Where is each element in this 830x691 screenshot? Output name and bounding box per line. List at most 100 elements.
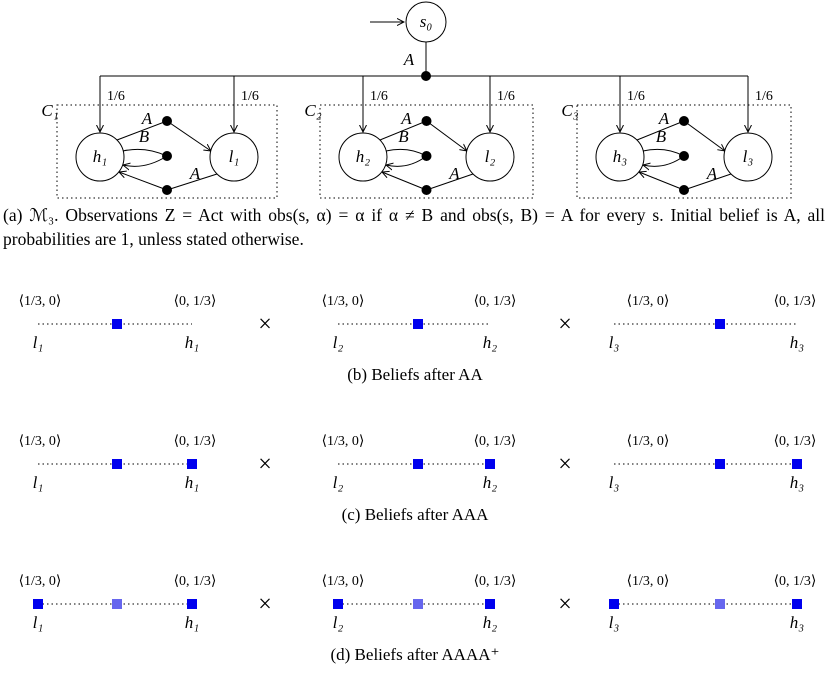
node-label: l₂ (485, 147, 496, 166)
state-label: h₃ (790, 473, 805, 492)
belief-value: ⟨1/3, 0⟩ (19, 434, 62, 449)
edge (643, 155, 685, 166)
state-label: l₁ (33, 613, 44, 632)
belief-point (413, 599, 423, 609)
belief-point (112, 319, 122, 329)
product-sign: × (258, 452, 272, 478)
state-label: l₂ (333, 333, 344, 352)
state-label: l₂ (333, 613, 344, 632)
action-dot (162, 116, 172, 126)
node-label: h₁ (93, 147, 107, 166)
action-dot (162, 185, 172, 195)
belief-value: ⟨0, 1/3⟩ (174, 294, 217, 309)
belief-value: ⟨1/3, 0⟩ (322, 294, 365, 309)
product-sign: × (558, 312, 572, 338)
belief-point (112, 459, 122, 469)
state-label: h₃ (790, 333, 805, 352)
belief-value: ⟨0, 1/3⟩ (474, 574, 517, 589)
belief-value: ⟨0, 1/3⟩ (774, 574, 817, 589)
edge-label: B (139, 127, 150, 146)
node-label: l₃ (743, 147, 754, 166)
state-label: h₂ (483, 613, 498, 632)
row-caption: (d) Beliefs after AAAA⁺ (330, 645, 499, 664)
edge-label: A (141, 109, 153, 128)
product-sign: × (258, 312, 272, 338)
state-label: h₂ (483, 473, 498, 492)
edge (116, 120, 168, 141)
edge-label: A (658, 109, 670, 128)
probability: 1/6 (370, 89, 388, 104)
edge (166, 120, 211, 151)
probability: 1/6 (755, 89, 773, 104)
edge-label: A (706, 164, 718, 183)
probability: 1/6 (497, 89, 515, 104)
belief-point (792, 459, 802, 469)
edge-label: B (656, 127, 667, 146)
row-caption: (b) Beliefs after AA (347, 365, 483, 384)
belief-value: ⟨0, 1/3⟩ (774, 434, 817, 449)
cluster-label: C₂ (304, 101, 321, 120)
edge (379, 120, 427, 141)
edge (122, 148, 168, 157)
belief-point (609, 599, 619, 609)
state-node (465, 132, 515, 182)
belief-value: ⟨0, 1/3⟩ (174, 434, 217, 449)
belief-point (485, 459, 495, 469)
node-label: s₀ (420, 12, 433, 31)
belief-value: ⟨1/3, 0⟩ (627, 294, 670, 309)
belief-point (715, 459, 725, 469)
belief-value: ⟨0, 1/3⟩ (474, 294, 517, 309)
edge (119, 172, 168, 191)
belief-value: ⟨1/3, 0⟩ (627, 574, 670, 589)
edge (683, 173, 732, 191)
state-label: h₁ (185, 333, 199, 352)
probability: 1/6 (627, 89, 645, 104)
state-node (595, 132, 645, 182)
belief-point (485, 599, 495, 609)
state-node (338, 132, 388, 182)
state-node (209, 132, 259, 182)
belief-value: ⟨1/3, 0⟩ (322, 574, 365, 589)
belief-point (112, 599, 122, 609)
belief-point (187, 459, 197, 469)
state-label: l₃ (609, 473, 620, 492)
state-label: l₃ (609, 613, 620, 632)
belief-point (187, 599, 197, 609)
edge (683, 120, 725, 151)
edge-label: A (189, 164, 201, 183)
product-sign: × (558, 452, 572, 478)
state-label: h₃ (790, 613, 805, 632)
product-sign: × (258, 592, 272, 618)
edge (382, 172, 427, 191)
belief-point (715, 319, 725, 329)
cluster-box (56, 104, 278, 199)
belief-value: ⟨0, 1/3⟩ (174, 574, 217, 589)
state-label: l₁ (33, 473, 44, 492)
edge (636, 120, 685, 141)
edge-label: A (448, 164, 460, 183)
edge (426, 173, 474, 191)
edge (426, 120, 468, 151)
action-dot (421, 151, 432, 161)
node-label: h₂ (356, 147, 371, 166)
state-label: h₁ (185, 473, 199, 492)
edge (385, 148, 427, 157)
state-label: h₁ (185, 613, 199, 632)
belief-point (792, 599, 802, 609)
cluster-box (576, 104, 792, 199)
node-label: h₃ (613, 147, 628, 166)
belief-value: ⟨1/3, 0⟩ (19, 574, 62, 589)
belief-point (413, 459, 423, 469)
belief-value: ⟨1/3, 0⟩ (19, 294, 62, 309)
action-dot (679, 185, 689, 195)
action-dot (421, 116, 432, 126)
action-dot (421, 71, 431, 81)
node-label: l₁ (229, 147, 240, 166)
state-node (723, 132, 773, 182)
cluster-label: C₁ (41, 101, 58, 120)
belief-point (33, 599, 43, 609)
edge-label: A (400, 109, 412, 128)
edge-label: A (403, 50, 415, 69)
